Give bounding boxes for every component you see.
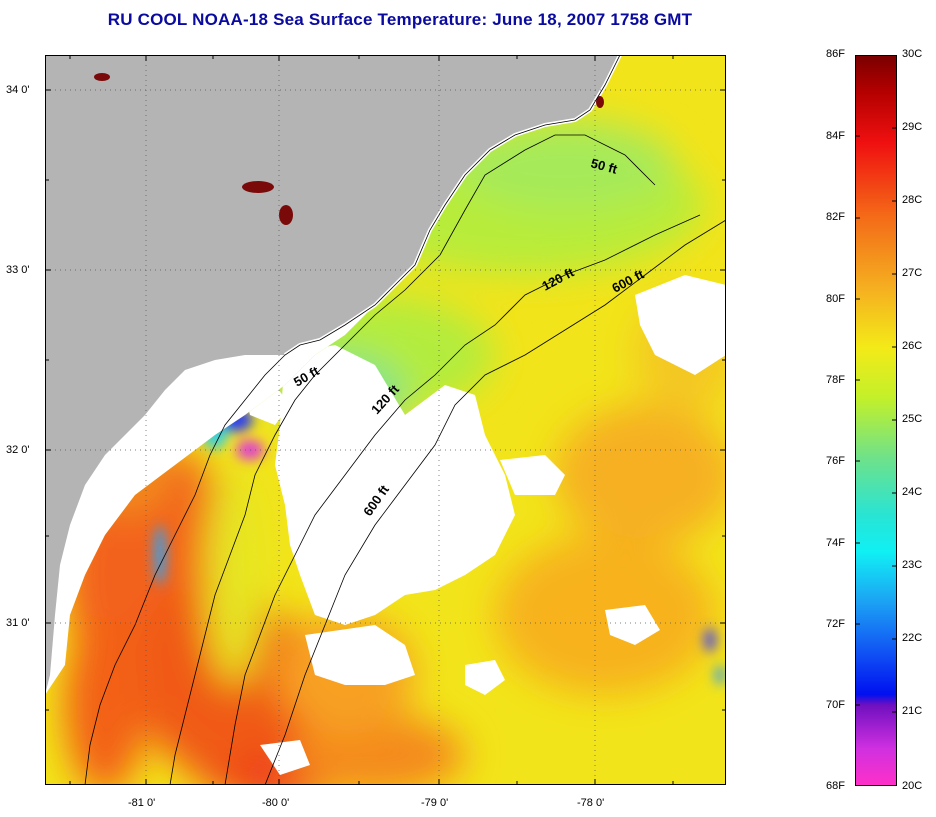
- inland-water: [94, 73, 604, 225]
- grid-lines: [45, 55, 726, 785]
- cbar-c-29: 29C: [902, 121, 923, 133]
- cbar-f-86: 86F: [826, 48, 845, 60]
- lat-label-31: 31 0': [6, 617, 30, 629]
- cbar-c-24: 24C: [902, 486, 923, 498]
- cbar-c-30: 30C: [902, 48, 923, 60]
- lat-label-33: 33 0': [6, 264, 30, 276]
- cbar-f-82: 82F: [826, 211, 845, 223]
- cbar-c-22: 22C: [902, 632, 923, 644]
- map-title: RU COOL NOAA-18 Sea Surface Temperature:…: [107, 10, 693, 29]
- cbar-f-68: 68F: [826, 780, 845, 792]
- cbar-f-80: 80F: [826, 293, 845, 305]
- cbar-c-20: 20C: [902, 780, 923, 792]
- cbar-f-70: 70F: [826, 699, 845, 711]
- cbar-f-84: 84F: [826, 130, 845, 142]
- cbar-f-76: 76F: [826, 455, 845, 467]
- bathymetry-contours: [84, 55, 726, 785]
- lon-label-79: -79 0': [421, 797, 449, 809]
- lon-label-81: -81 0': [128, 797, 156, 809]
- sst-map: 50 ft 120 ft 600 ft 50 ft 120 ft 600 ft: [45, 55, 726, 785]
- cbar-c-26: 26C: [902, 340, 923, 352]
- contour-label-50ft-north: 50 ft: [589, 155, 619, 177]
- lat-label-34: 34 0': [6, 84, 30, 96]
- map-frame: [45, 55, 726, 785]
- cloud-mask: [245, 275, 726, 775]
- cbar-f-74: 74F: [826, 537, 845, 549]
- lon-label-80: -80 0': [262, 797, 290, 809]
- lon-label-78: -78 0': [577, 797, 605, 809]
- land-mass: [45, 55, 620, 695]
- cbar-f-78: 78F: [826, 374, 845, 386]
- cbar-c-21: 21C: [902, 705, 923, 717]
- temperature-colorbar: [855, 55, 897, 786]
- cbar-c-27: 27C: [902, 267, 923, 279]
- cbar-c-28: 28C: [902, 194, 923, 206]
- cbar-c-25: 25C: [902, 413, 923, 425]
- cbar-c-23: 23C: [902, 559, 923, 571]
- cbar-f-72: 72F: [826, 618, 845, 630]
- lat-label-32: 32 0': [6, 444, 30, 456]
